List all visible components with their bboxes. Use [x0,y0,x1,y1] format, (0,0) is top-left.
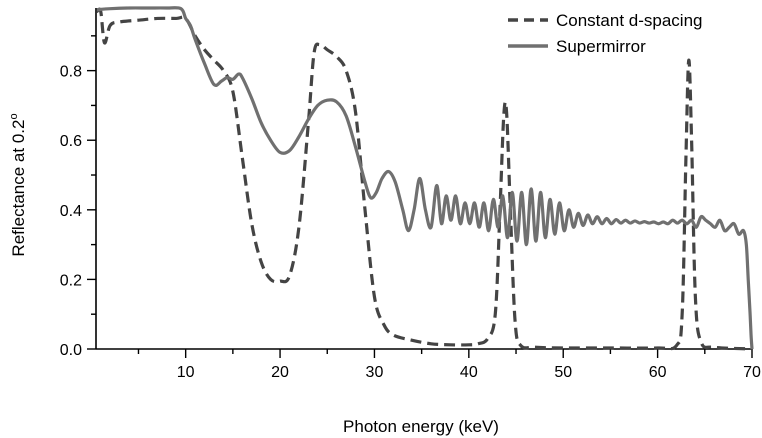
axes: 10 20 30 40 50 60 70 0.0 0.2 0.4 0.6 0.8 [60,8,761,381]
y-tick-label-3: 0.6 [60,133,82,150]
x-tick-label-50: 50 [554,364,572,381]
y-tick-label-0: 0.0 [60,342,82,359]
y-axis-title-degree: o [8,113,20,119]
y-axis-title-main: Reflectance at 0.2 [9,120,28,257]
x-tick-label-70: 70 [743,364,761,381]
y-axis-title: Reflectance at 0.2o [8,113,28,256]
y-tick-label-4: 0.8 [60,64,82,81]
x-axis-title: Photon energy (keV) [343,417,499,436]
x-tick-label-20: 20 [271,364,289,381]
y-tick-label-2: 0.4 [60,203,82,220]
x-tick-label-30: 30 [366,364,384,381]
y-tick-label-1: 0.2 [60,272,82,289]
x-tick-label-40: 40 [460,364,478,381]
legend-label-supermirror: Supermirror [556,37,646,56]
legend: Constant d-spacing Supermirror [508,11,702,56]
legend-label-constant-d-spacing: Constant d-spacing [556,11,702,30]
series-line-supermirror [96,6,754,350]
series-group [95,6,754,351]
series-line-constant-d-spacing [95,7,753,351]
x-tick-label-10: 10 [177,364,195,381]
x-tick-label-60: 60 [649,364,667,381]
